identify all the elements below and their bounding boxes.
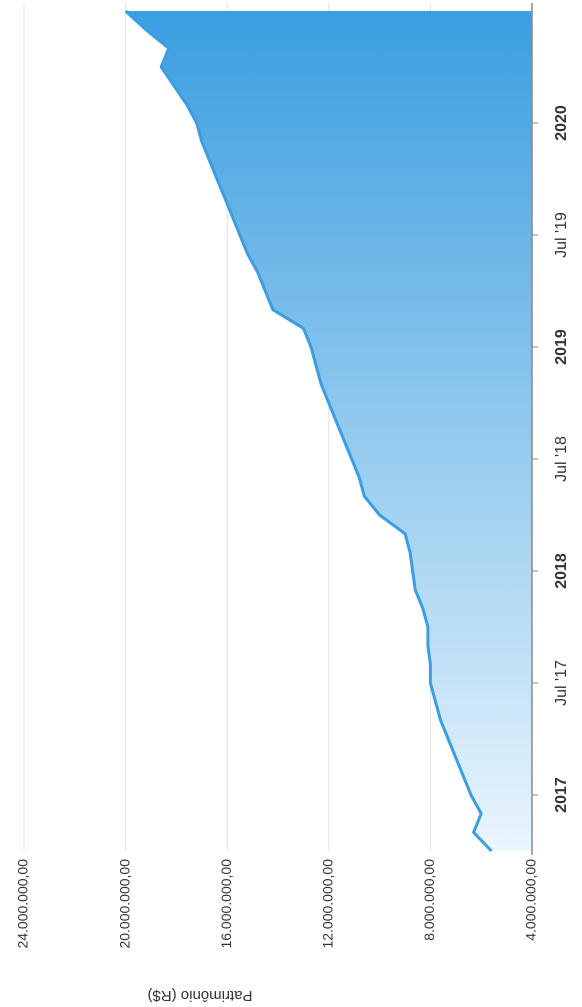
y-tick-label: 8.000.000,00 xyxy=(421,859,437,941)
area-line xyxy=(124,9,493,853)
y-tick-label: 12.000.000,00 xyxy=(320,859,336,949)
y-tick-label: 20.000.000,00 xyxy=(116,859,132,949)
y-tick-label: 16.000.000,00 xyxy=(218,859,234,949)
x-tick-label: Jul '17 xyxy=(553,660,570,706)
y-tick-label: 4.000.000,00 xyxy=(523,859,539,941)
x-tick-label: 2019 xyxy=(553,329,570,365)
x-tick-label: Jul '18 xyxy=(553,436,570,482)
x-tick-label: 2020 xyxy=(553,105,570,141)
x-tick-label: 2018 xyxy=(553,553,570,589)
plot: Patrimônio (R$) 4.000.000,00 8.000.000,00… xyxy=(15,3,570,1004)
y-axis-title: Patrimônio (R$) xyxy=(147,987,252,1004)
y-tick-label: 24.000.000,00 xyxy=(15,859,31,949)
area-fill xyxy=(125,11,532,851)
x-tick-label: Jul '19 xyxy=(553,212,570,258)
x-tick-label: 2017 xyxy=(553,777,570,813)
